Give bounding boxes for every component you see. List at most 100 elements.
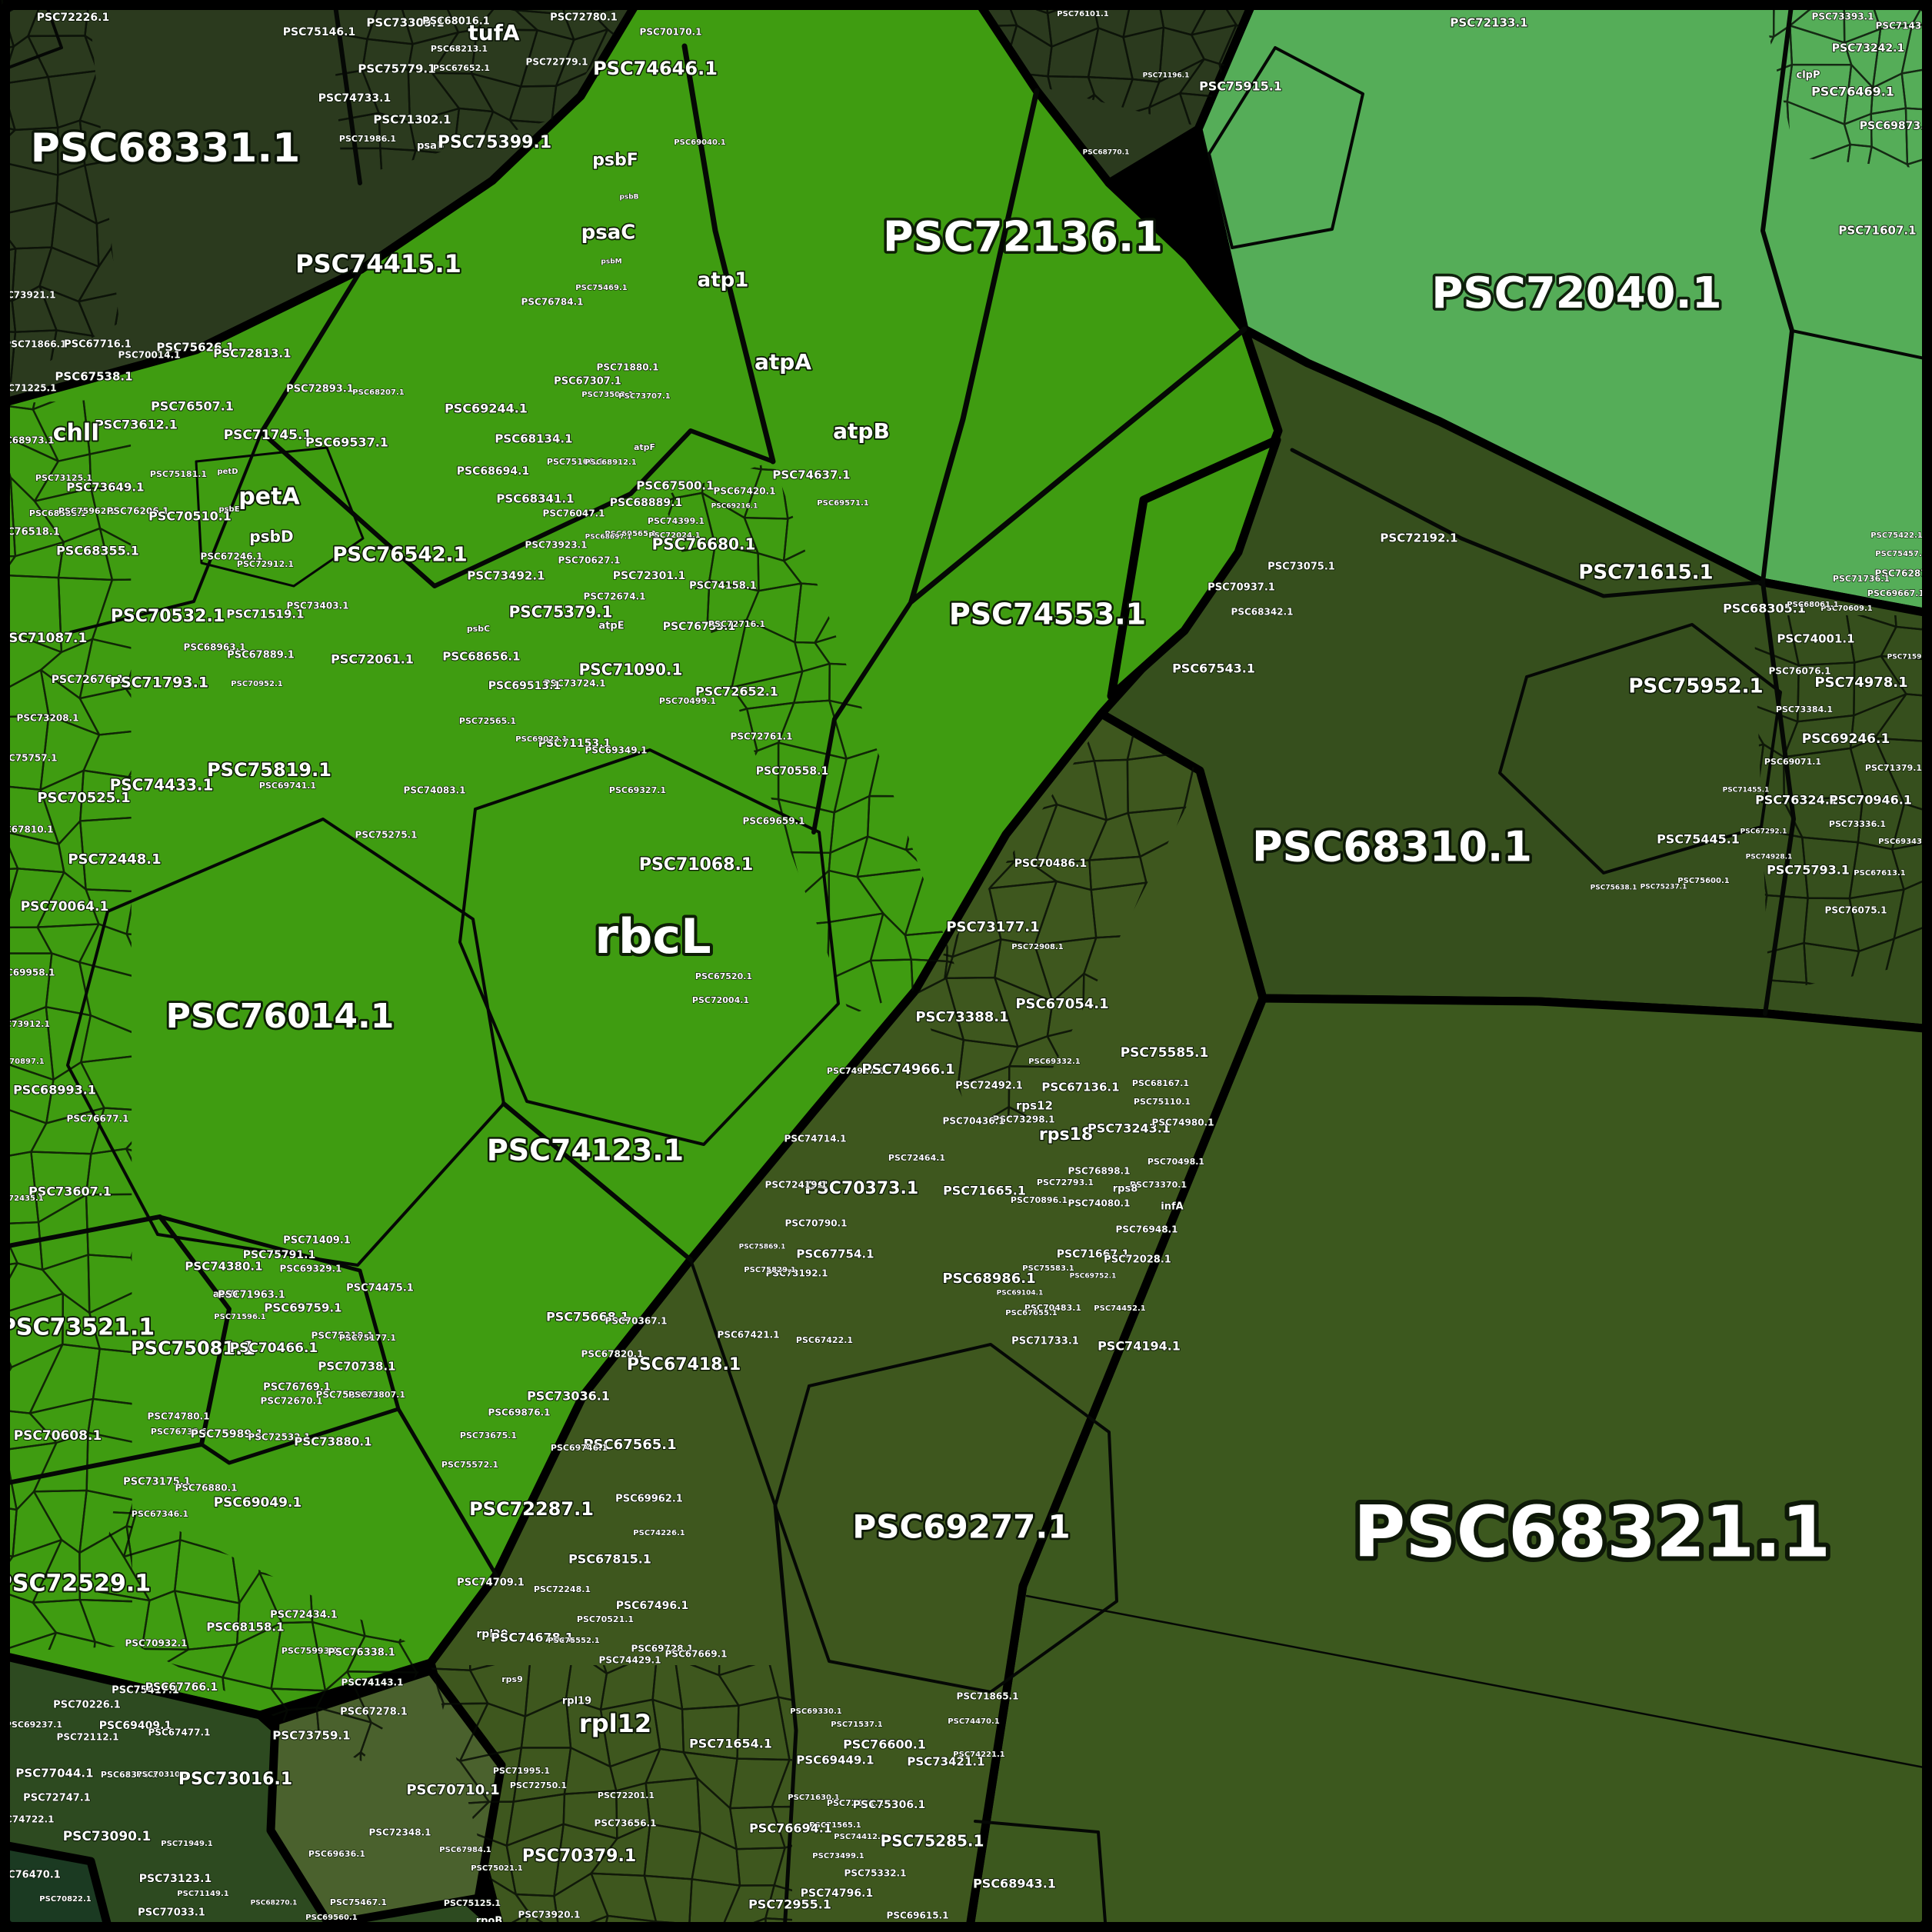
treemap-cell-label: PSC73090.1 xyxy=(63,1829,152,1844)
treemap-cell-label: PSC70627.1 xyxy=(558,555,621,566)
treemap-cell-label: PSC69040.1 xyxy=(674,138,725,147)
treemap-cell-label: PSC74709.1 xyxy=(457,1577,525,1589)
treemap-cell-label: PSC73920.1 xyxy=(518,1910,581,1920)
treemap-cell-label: PSC75829.1 xyxy=(744,1266,795,1274)
treemap-cell-label: PSC69728.1 xyxy=(631,1644,694,1654)
treemap-cell-label: chlI xyxy=(53,420,100,447)
treemap-cell-label: rps18 xyxy=(1039,1125,1093,1144)
treemap-cell-label: PSC69216.1 xyxy=(711,503,758,511)
treemap-cell-label: PSC70710.1 xyxy=(406,1782,499,1798)
treemap-cell-label: PSC67500.1 xyxy=(636,479,714,493)
treemap-cell-label: PSC71068.1 xyxy=(639,855,753,874)
treemap-cell-label: PSC74001.1 xyxy=(1777,632,1854,646)
treemap-cell-label: PSC67754.1 xyxy=(796,1247,874,1261)
treemap-cell-label: PSC71409.1 xyxy=(283,1235,351,1247)
treemap-cell-label: tufA xyxy=(468,20,520,45)
treemap-cell-label: psbE xyxy=(218,505,239,514)
treemap-cell-label: PSC72780.1 xyxy=(550,12,618,24)
treemap-cell-label: PSC69571.1 xyxy=(817,499,868,508)
treemap-cell-label: PSC67292.1 xyxy=(1740,828,1787,836)
treemap-cell-label: PSC73370.1 xyxy=(1130,1180,1187,1190)
treemap-cell-label: PSC73607.1 xyxy=(28,1184,112,1199)
treemap-cell-label: PSC69049.1 xyxy=(214,1495,302,1511)
treemap-cell-label: PSC69741.1 xyxy=(259,781,316,791)
treemap-cell-label: PSC72912.1 xyxy=(237,559,294,569)
treemap-cell-label: PSC76769.1 xyxy=(263,1382,331,1394)
treemap-cell-label: PSC75915.1 xyxy=(1199,79,1282,94)
treemap-cell-label: PSC70609.1 xyxy=(1820,605,1872,613)
treemap-cell-label: PSC69667.1 xyxy=(1867,588,1924,598)
treemap-cell-label: PSC74733.1 xyxy=(318,92,391,105)
treemap-cell-label: PSC71745.1 xyxy=(224,428,312,443)
treemap-cell-label: PSC76753.1 xyxy=(663,621,735,633)
treemap-cell-label: PSC71302.1 xyxy=(373,113,451,127)
treemap-cell-label: PSC67716.1 xyxy=(64,339,132,351)
treemap-cell-label: PSC74433.1 xyxy=(110,776,214,794)
treemap-cell-border xyxy=(1025,1594,1932,1770)
treemap-cell-label: PSC70897.1 xyxy=(0,1058,45,1066)
treemap-cell-label: PSC71565.1 xyxy=(809,1821,861,1830)
treemap-cell-label: PSC76075.1 xyxy=(1825,905,1887,916)
treemap-cell-label: PSC68993.1 xyxy=(13,1083,96,1098)
treemap-cell-border xyxy=(811,599,914,834)
treemap-cell-label: PSC74637.1 xyxy=(772,468,850,482)
treemap-cell-label: PSC73243.1 xyxy=(1088,1121,1171,1136)
treemap-cell-label: PSC68213.1 xyxy=(431,44,488,54)
treemap-cell-border xyxy=(69,431,263,634)
treemap-cell-label: PSC69330.1 xyxy=(790,1707,841,1716)
treemap-cell-label: PSC69615.1 xyxy=(887,1910,949,1921)
treemap-cell-label: PSC67889.1 xyxy=(227,650,295,661)
treemap-cell-label: PSC71537.1 xyxy=(831,1720,882,1729)
treemap-cell-label: PSC76518.1 xyxy=(0,527,60,538)
treemap-cell-label: PSC70483.1 xyxy=(1024,1303,1081,1313)
treemap-cell-label: PSC70367.1 xyxy=(605,1316,668,1327)
treemap-cell-label: PSC73208.1 xyxy=(17,713,79,724)
treemap-cell-label: PSC71149.1 xyxy=(177,1890,228,1898)
treemap-cell-label: PSC67543.1 xyxy=(1172,661,1255,676)
treemap-cell-label: PSC72061.1 xyxy=(331,652,414,667)
treemap-cell-label: PSC72652.1 xyxy=(695,685,778,699)
treemap-cell-label: PSC70310.1 xyxy=(136,1770,188,1779)
treemap-cell-label: PSC67565.1 xyxy=(583,1437,676,1453)
treemap-cell-label: PSC72747.1 xyxy=(23,1793,91,1804)
treemap-region-corner-dark-cell xyxy=(0,1840,114,1932)
treemap-cell-label: PSC72676.1 xyxy=(52,674,124,686)
treemap-cell-label: PSC76470.1 xyxy=(0,1870,61,1881)
treemap-cell-label: PSC72779.1 xyxy=(526,57,588,68)
treemap-cell-label: PSC73675.1 xyxy=(460,1431,517,1441)
treemap-cell-label: rbcL xyxy=(595,908,711,964)
treemap-cell-label: PSC68943.1 xyxy=(973,1877,1056,1891)
treemap-cell-label: PSC73521.1 xyxy=(0,1314,155,1341)
treemap-cell-label: PSC74470.1 xyxy=(948,1717,999,1726)
treemap-cell-label: PSC73612.1 xyxy=(95,418,178,432)
treemap-cell-label: PSC75399.1 xyxy=(438,133,551,152)
treemap-cell-label: PSC71865.1 xyxy=(957,1691,1019,1702)
treemap-cell-label: PSC68310.1 xyxy=(1252,823,1532,871)
treemap-cell-label: PSC75552.1 xyxy=(548,1637,599,1645)
treemap-cell-label: PSC75993.1 xyxy=(281,1646,338,1656)
treemap-cell-label: PSC75125.1 xyxy=(444,1898,501,1908)
treemap-cell-label: PSC71733.1 xyxy=(1011,1336,1079,1347)
treemap-cell-label: PSC70932.1 xyxy=(125,1638,188,1649)
treemap-cell-label: PSC69759.1 xyxy=(264,1301,341,1315)
treemap-cell-label: PSC74194.1 xyxy=(1098,1339,1181,1354)
treemap-cell-label: PSC70608.1 xyxy=(14,1428,102,1444)
treemap-cell-border xyxy=(158,1214,401,1465)
treemap-cell-border xyxy=(1208,46,1364,249)
treemap-cell-label: PSC73393.1 xyxy=(1812,12,1874,22)
treemap-cell-border xyxy=(259,267,775,588)
treemap-cell-label: PSC73036.1 xyxy=(527,1389,610,1404)
treemap-cell-label: PSC70790.1 xyxy=(785,1218,848,1229)
treemap-cell-label: PSC69560.1 xyxy=(305,1914,357,1922)
treemap-cell-label: PSC75757.1 xyxy=(0,753,57,764)
treemap-cell-label: PSC67652.1 xyxy=(433,63,490,73)
treemap-cell-label: PSC75952.1 xyxy=(1628,675,1763,698)
treemap-cell-label: PSC70896.1 xyxy=(1011,1195,1068,1205)
treemap-cell-label: PSC68270.1 xyxy=(251,1900,298,1907)
treemap-cell-label: atpF xyxy=(634,442,655,452)
treemap-cell-label: PSC73388.1 xyxy=(915,1009,1008,1025)
treemap-cell-label: PSC70064.1 xyxy=(21,899,109,914)
treemap-cell-label: PSC75791.1 xyxy=(243,1249,315,1261)
treemap-cell-label: PSC70486.1 xyxy=(1014,858,1087,870)
